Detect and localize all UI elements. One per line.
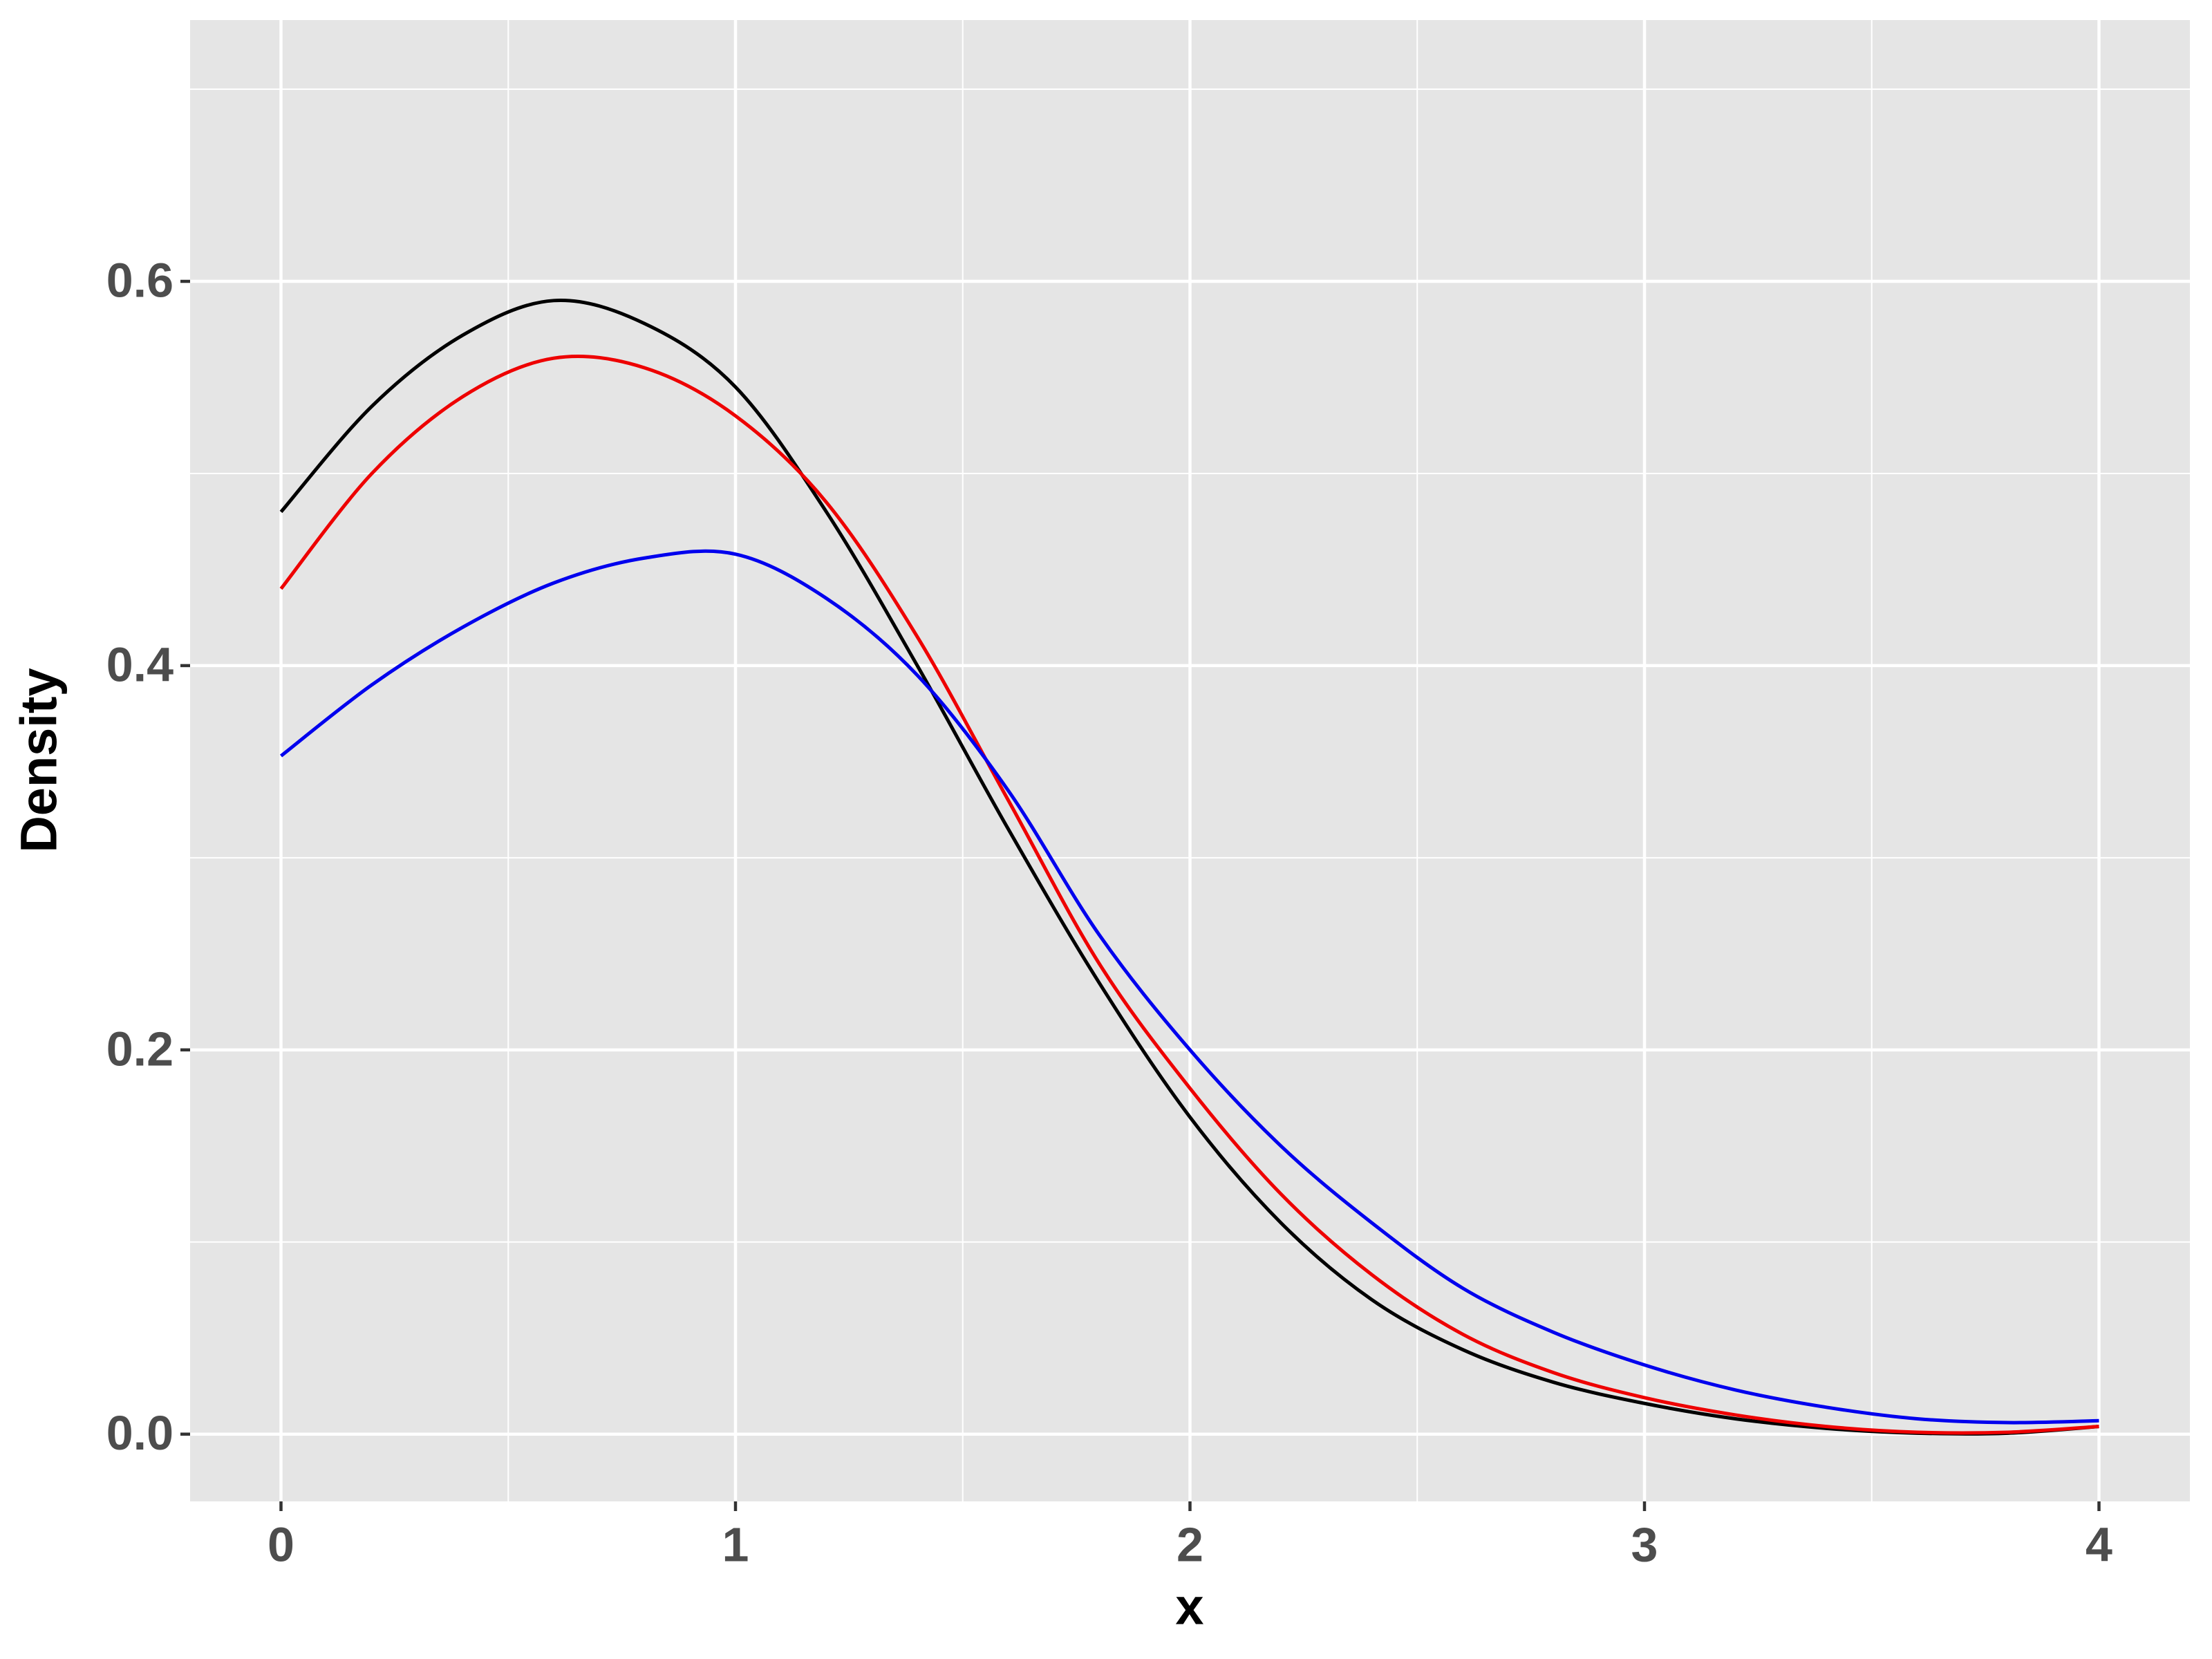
y-tick-label: 0.0 [106, 1406, 174, 1460]
x-tick-label: 2 [1177, 1517, 1203, 1571]
x-tick-label: 3 [1631, 1517, 1658, 1571]
x-tick-label: 1 [722, 1517, 749, 1571]
y-tick-label: 0.4 [106, 637, 174, 691]
x-tick-label: 4 [2086, 1517, 2112, 1571]
y-tick-label: 0.2 [106, 1022, 174, 1076]
density-line [279, 354, 2099, 1435]
density-line [279, 549, 2099, 1425]
y-tick-label: 0.6 [106, 253, 174, 307]
x-tick-label: 0 [268, 1517, 294, 1571]
x-axis-title: x [1175, 1578, 1203, 1635]
y-axis-title: Density [10, 668, 68, 852]
density-line [279, 298, 2099, 1436]
